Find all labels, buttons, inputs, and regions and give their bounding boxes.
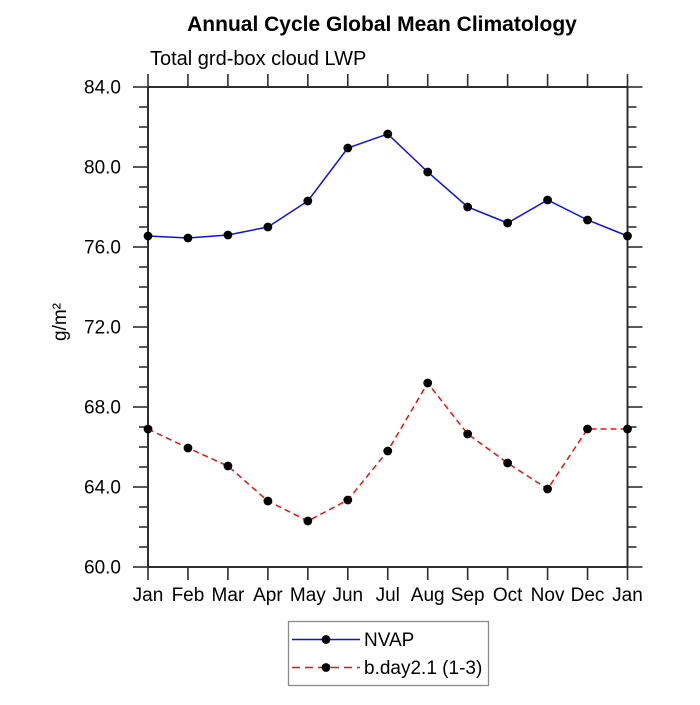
data-point-marker <box>223 461 233 471</box>
plot-frame <box>147 86 629 568</box>
data-point-marker <box>183 233 193 243</box>
data-point-marker <box>303 196 313 206</box>
x-tick-label: Jan <box>133 585 164 606</box>
y-tick-label: 68.0 <box>84 398 121 419</box>
data-point-marker <box>303 516 313 526</box>
data-point-marker <box>503 218 513 228</box>
y-tick-label: 72.0 <box>84 318 121 339</box>
legend-label: NVAP <box>364 630 414 651</box>
y-axis-label: g/m² <box>50 303 71 341</box>
data-point-marker <box>623 231 632 241</box>
y-tick-label: 60.0 <box>84 558 121 579</box>
data-point-marker <box>343 143 353 153</box>
x-tick-label: Jul <box>376 585 400 606</box>
x-tick-label: Aug <box>411 585 445 606</box>
data-point-marker <box>223 230 233 240</box>
data-point-marker <box>143 231 153 241</box>
y-tick-label: 76.0 <box>84 238 121 259</box>
data-point-marker <box>543 195 552 205</box>
data-point-marker <box>263 222 273 232</box>
x-tick-label: Jan <box>612 585 643 606</box>
data-point-marker <box>383 446 393 456</box>
data-point-marker <box>423 167 433 177</box>
y-tick-label: 80.0 <box>84 158 121 179</box>
x-tick-label: Mar <box>212 585 245 606</box>
series-line-0 <box>147 133 628 239</box>
data-point-marker <box>583 215 592 225</box>
data-point-marker <box>383 129 393 139</box>
data-point-marker <box>343 495 353 505</box>
x-tick-label: Nov <box>531 585 565 606</box>
data-point-marker <box>463 202 473 212</box>
y-tick-label: 64.0 <box>84 478 121 499</box>
data-point-marker <box>143 424 153 434</box>
data-point-marker <box>503 458 513 468</box>
data-point-marker <box>463 429 473 439</box>
data-point-marker <box>543 484 552 494</box>
data-point-marker <box>183 443 193 453</box>
legend-marker <box>321 663 331 672</box>
x-tick-label: May <box>290 585 326 606</box>
data-point-marker <box>623 424 632 434</box>
chart-subtitle: Total grd-box cloud LWP <box>150 48 366 70</box>
x-tick-label: Jun <box>332 585 363 606</box>
y-tick-label: 84.0 <box>84 78 121 99</box>
legend-marker <box>321 635 331 644</box>
x-tick-label: Feb <box>172 585 205 606</box>
x-tick-label: Dec <box>571 585 605 606</box>
plot-area: 60.0 64.0 68.0 72.0 76.0 80.0 84.0 Jan Feb Mar Apr… <box>84 74 643 606</box>
data-point-marker <box>583 424 592 434</box>
legend: NVAP b.day2.1 (1-3) <box>287 620 490 687</box>
data-point-marker <box>423 378 433 388</box>
legend-label: b.day2.1 (1-3) <box>364 658 482 679</box>
data-point-marker <box>263 496 273 506</box>
chart-title: Annual Cycle Global Mean Climatology <box>187 13 577 36</box>
x-tick-label: Sep <box>451 585 485 606</box>
legend-box <box>287 620 490 687</box>
x-tick-label: Apr <box>253 585 283 606</box>
x-tick-label: Oct <box>493 585 523 606</box>
